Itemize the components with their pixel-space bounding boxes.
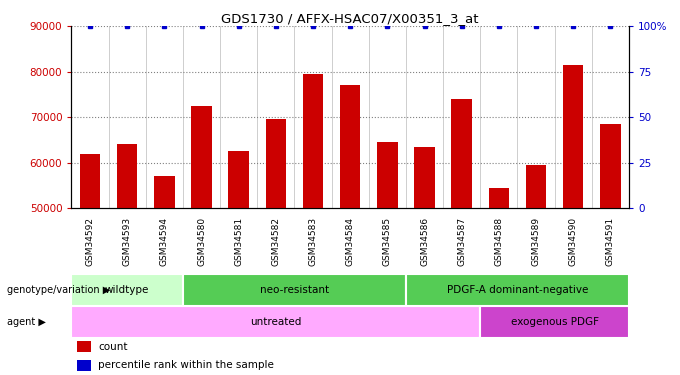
Text: GSM34592: GSM34592 [86,217,95,266]
Bar [600,124,621,208]
Text: GSM34580: GSM34580 [197,217,206,266]
Text: GSM34590: GSM34590 [568,217,578,266]
Bar [77,360,91,370]
Text: GSM34587: GSM34587 [457,217,466,266]
Text: GSM34589: GSM34589 [532,217,541,266]
Text: neo-resistant: neo-resistant [260,285,329,295]
Text: exogenous PDGF: exogenous PDGF [511,316,598,327]
Text: GSM34593: GSM34593 [122,217,132,266]
Bar [377,142,398,208]
Text: GSM34581: GSM34581 [234,217,243,266]
Bar [414,147,435,208]
Text: agent ▶: agent ▶ [7,316,46,327]
Bar [480,306,629,338]
Text: wildtype: wildtype [105,285,150,295]
Bar [228,151,249,208]
Bar [563,65,583,208]
Title: GDS1730 / AFFX-HSAC07/X00351_3_at: GDS1730 / AFFX-HSAC07/X00351_3_at [222,12,479,25]
Bar [526,165,546,208]
Bar [77,341,91,352]
Text: GSM34583: GSM34583 [309,217,318,266]
Text: count: count [98,342,128,351]
Text: GSM34585: GSM34585 [383,217,392,266]
Bar [191,106,211,208]
Bar [71,274,183,306]
Text: GSM34584: GSM34584 [345,217,355,266]
Text: GSM34588: GSM34588 [494,217,503,266]
Bar [489,188,509,208]
Text: GSM34582: GSM34582 [271,217,280,266]
Text: untreated: untreated [250,316,301,327]
Text: percentile rank within the sample: percentile rank within the sample [98,360,274,370]
Bar [80,154,100,208]
Bar [117,144,137,208]
Bar [452,99,472,208]
Bar [406,274,629,306]
Text: PDGF-A dominant-negative: PDGF-A dominant-negative [447,285,588,295]
Bar [71,306,480,338]
Bar [266,120,286,208]
Bar [340,86,360,208]
Text: GSM34591: GSM34591 [606,217,615,266]
Text: GSM34586: GSM34586 [420,217,429,266]
Text: genotype/variation ▶: genotype/variation ▶ [7,285,110,295]
Bar [154,176,175,208]
Bar [303,74,323,208]
Bar [183,274,406,306]
Text: GSM34594: GSM34594 [160,217,169,266]
